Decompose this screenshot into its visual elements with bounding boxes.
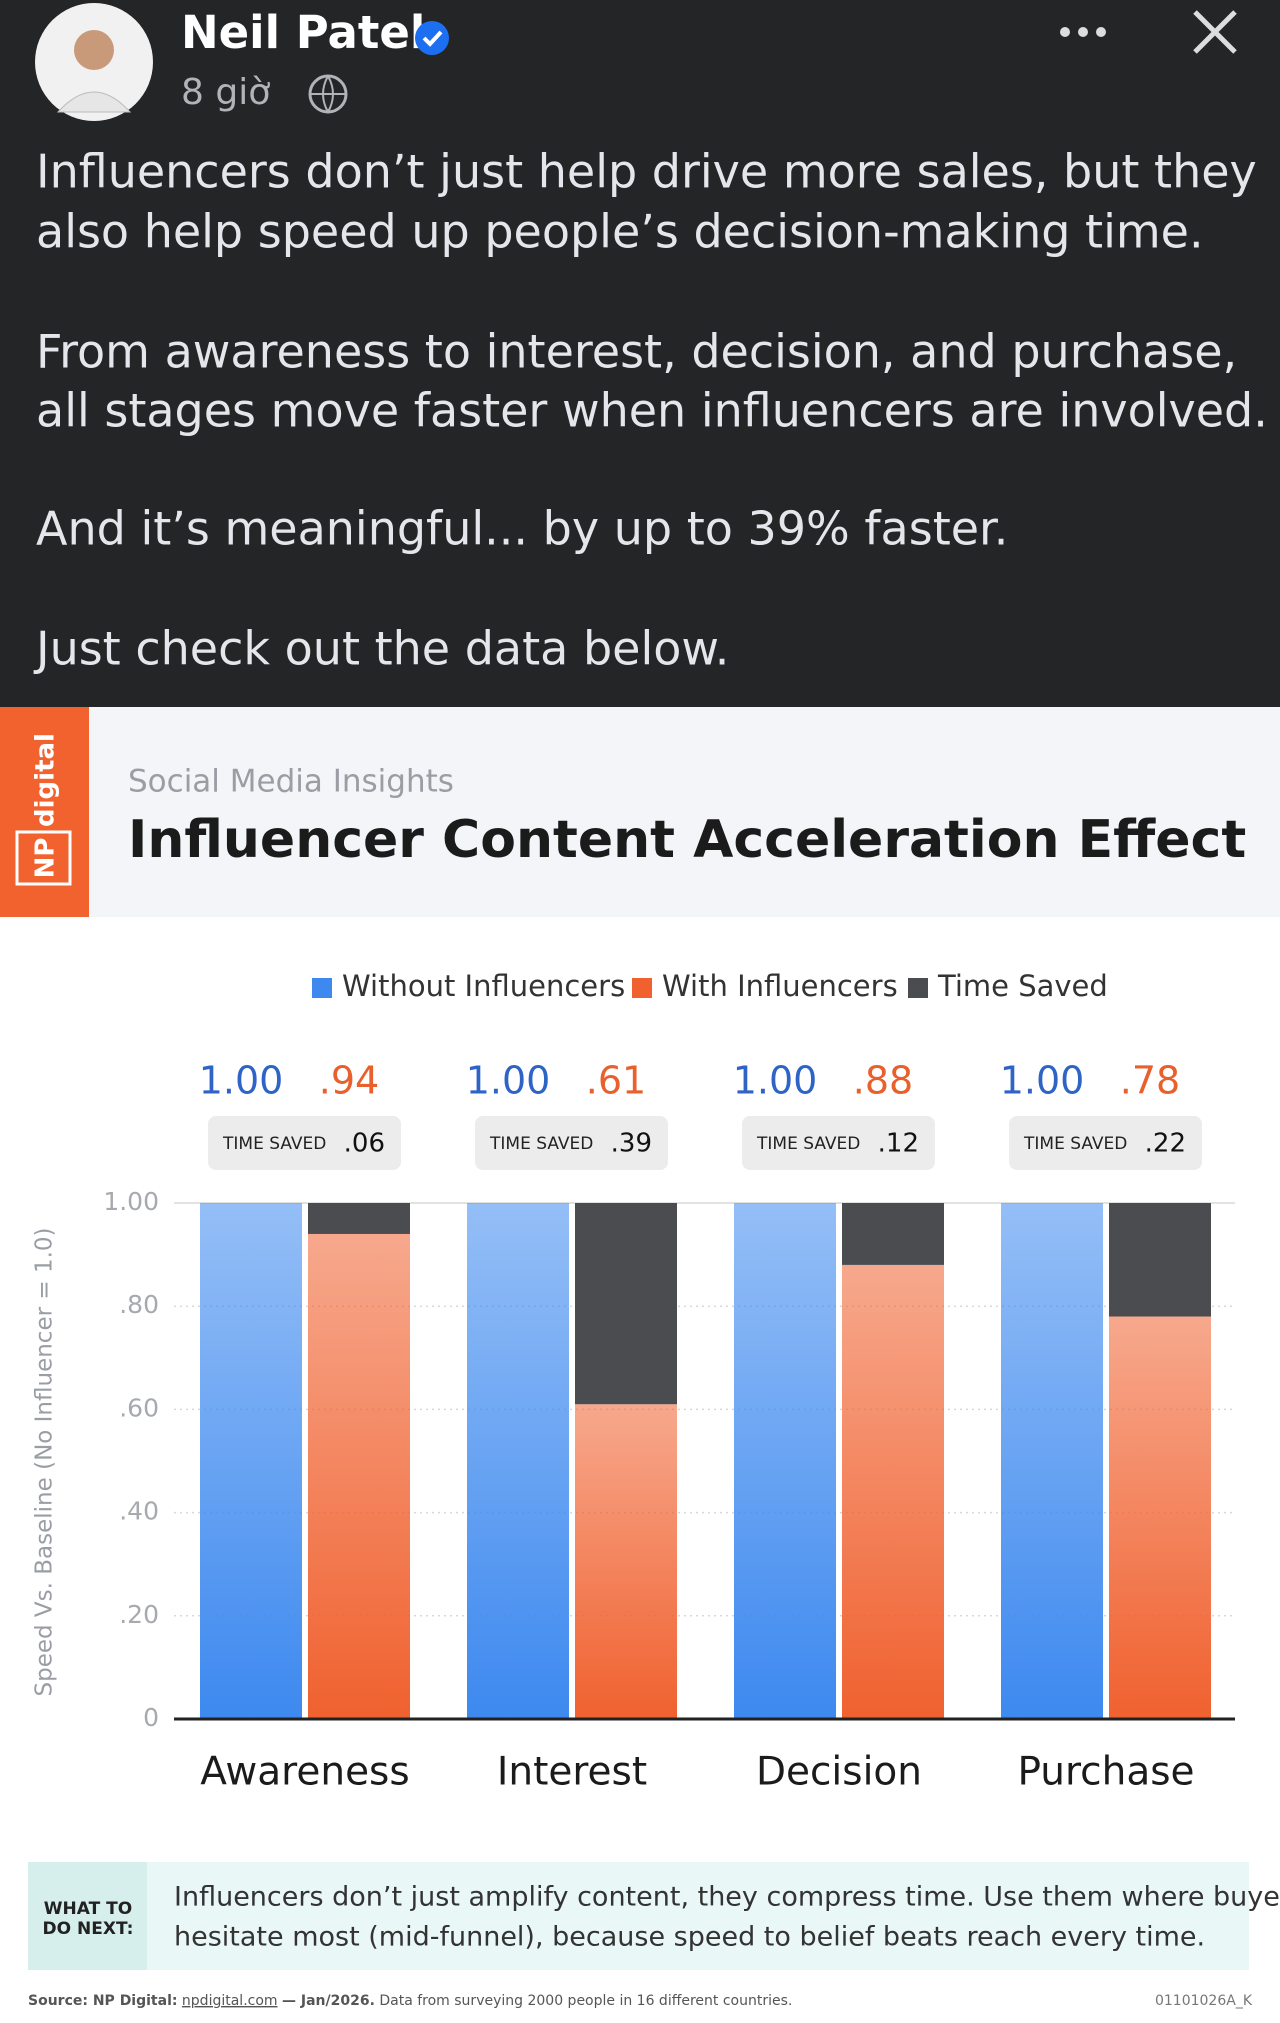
post-text: Influencers don’t just help drive more s… (36, 145, 1257, 199)
legend-label: Time Saved (937, 969, 1108, 1003)
y-tick-label: 1.00 (103, 1187, 159, 1216)
source-code: 01101026A_K (1155, 1993, 1253, 2009)
avatar-body (56, 91, 132, 113)
y-tick-label: .60 (119, 1393, 159, 1422)
y-tick-label: .20 (119, 1600, 159, 1629)
x-tick-label: Interest (497, 1750, 647, 1795)
source-prefix: Source: NP Digital: (28, 1993, 177, 2009)
bar (842, 1203, 944, 1265)
y-tick-label: 0 (143, 1703, 159, 1732)
note-heading: WHAT TO (44, 1899, 132, 1919)
source-date: — Jan/2026. (282, 1993, 375, 2009)
note-heading: DO NEXT: (43, 1919, 134, 1939)
time-saved-value: .06 (344, 1129, 385, 1159)
note-box (28, 1862, 1249, 1970)
bar (1109, 1203, 1211, 1317)
value-label: 1.00 (733, 1059, 818, 1103)
legend-swatch (312, 978, 332, 998)
time-saved-pill (475, 1116, 668, 1170)
bar (467, 1203, 569, 1719)
brand-strip (0, 707, 89, 917)
post-text: all stages move faster when influencers … (36, 384, 1268, 438)
post-text: From awareness to interest, decision, an… (36, 325, 1237, 379)
bar (575, 1404, 677, 1719)
note-text: Influencers don’t just amplify content, … (174, 1882, 1280, 1913)
y-tick-label: .80 (119, 1290, 159, 1319)
chart-header (0, 707, 1280, 917)
bar (1109, 1316, 1211, 1719)
y-tick-label: .40 (119, 1497, 159, 1526)
brand-box (15, 830, 72, 886)
avatar-face (74, 30, 114, 70)
note-text: hesitate most (mid-funnel), because spee… (174, 1922, 1205, 1953)
legend-label: With Influencers (662, 969, 898, 1003)
bar (200, 1203, 302, 1719)
value-label: .61 (586, 1059, 646, 1103)
note-heading-box (28, 1862, 147, 1970)
time-saved-label: TIME SAVED (756, 1134, 860, 1154)
time-saved-value: .22 (1145, 1129, 1186, 1159)
verified-badge (415, 21, 449, 55)
bar (308, 1233, 410, 1719)
time-saved-value: .12 (878, 1129, 919, 1159)
globe-lines (310, 75, 346, 115)
chart-subtitle: Social Media Insights (128, 764, 454, 800)
legend-label: Without Influencers (342, 969, 625, 1003)
post-background (0, 0, 1280, 707)
source: Source: NP Digital: npdigital.com — Jan/… (28, 1993, 792, 2009)
time-saved-label: TIME SAVED (489, 1134, 593, 1154)
source-link[interactable]: npdigital.com (182, 1993, 278, 2009)
brand-digital: digital (31, 733, 61, 827)
value-label: .78 (1120, 1059, 1180, 1103)
time-saved-pill (742, 1116, 935, 1170)
x-tick-label: Awareness (200, 1750, 409, 1795)
author-name[interactable]: Neil Patel (181, 6, 425, 59)
value-label: .88 (853, 1059, 913, 1103)
more-button[interactable] (1060, 27, 1106, 37)
time-saved-label: TIME SAVED (222, 1134, 326, 1154)
post-text: And it’s meaningful... by up to 39% fast… (36, 502, 1008, 556)
time-saved-value: .39 (611, 1129, 652, 1159)
brand-np: NP (31, 838, 61, 879)
post-time: 8 giờ (181, 72, 270, 113)
legend-swatch (908, 978, 928, 998)
chart-title: Influencer Content Acceleration Effect (128, 810, 1246, 870)
value-label: 1.00 (1000, 1059, 1085, 1103)
post-text: Just check out the data below. (33, 622, 729, 676)
verified-check (422, 30, 443, 47)
close-button[interactable] (1193, 10, 1237, 54)
x-tick-label: Purchase (1017, 1750, 1194, 1795)
bar (842, 1264, 944, 1719)
source-text: Data from surveying 2000 people in 16 di… (379, 1993, 792, 2009)
bar (308, 1203, 410, 1234)
time-saved-label: TIME SAVED (1023, 1134, 1127, 1154)
y-axis-label: Speed Vs. Baseline (No Influencer = 1.0) (32, 1228, 58, 1697)
legend-swatch (632, 978, 652, 998)
time-saved-pill (1009, 1116, 1202, 1170)
value-label: .94 (319, 1059, 379, 1103)
bar (734, 1203, 836, 1719)
value-label: 1.00 (466, 1059, 551, 1103)
time-saved-pill (208, 1116, 401, 1170)
post-text: also help speed up people’s decision-mak… (36, 205, 1204, 259)
x-tick-label: Decision (756, 1750, 922, 1795)
bar (1001, 1203, 1103, 1719)
bar (575, 1203, 677, 1405)
value-label: 1.00 (199, 1059, 284, 1103)
